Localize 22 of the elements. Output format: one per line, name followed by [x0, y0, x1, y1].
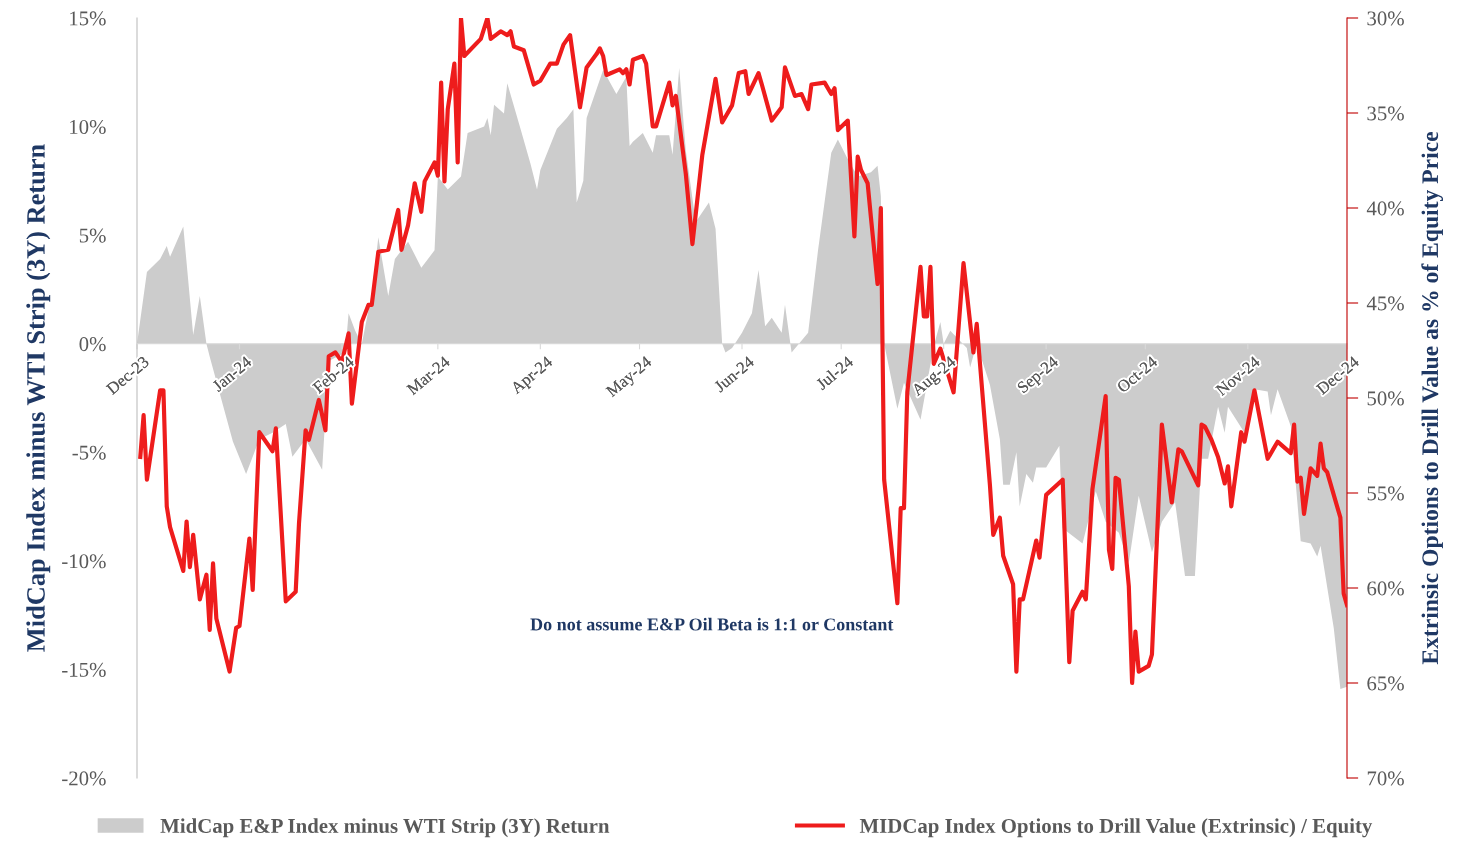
- y2-tick-label: 30%: [1367, 11, 1404, 26]
- y2-tick-label: 60%: [1367, 581, 1404, 596]
- y2-tick-label: 65%: [1367, 676, 1404, 691]
- y2-tick-label: 45%: [1366, 296, 1404, 311]
- y-tick-label: -20%: [62, 771, 106, 786]
- y2-tick-label: 50%: [1367, 391, 1404, 406]
- y-tick-label: -15%: [62, 662, 106, 677]
- y2-tick-label: 55%: [1367, 486, 1404, 501]
- y-tick-label: -10%: [62, 554, 106, 569]
- y2-tick-label: 40%: [1366, 201, 1404, 216]
- y2-tick-label: 35%: [1367, 106, 1404, 121]
- y-tick-label: 5%: [79, 228, 106, 243]
- y-tick-label: 10%: [70, 119, 106, 135]
- y-tick-label: 15%: [70, 11, 106, 26]
- y2-axis-title: Extrinsic Options to Drill Value as % of Equity Price: [1421, 131, 1444, 665]
- y-tick-label: -5%: [72, 445, 106, 460]
- y2-tick-label: 70%: [1367, 771, 1404, 786]
- y-axis-title: MidCap Index minus WTI Strip (3Y) Return: [26, 144, 51, 652]
- legend-label: MidCap E&P Index minus WTI Strip (3Y) Return: [160, 818, 610, 838]
- y-tick-label: 0%: [79, 337, 106, 352]
- annotation: Do not assume E&P Oil Beta is 1:1 or Constant: [530, 617, 894, 631]
- legend-label: MIDCap Index Options to Drill Value (Extrinsic) / Equity: [859, 818, 1373, 838]
